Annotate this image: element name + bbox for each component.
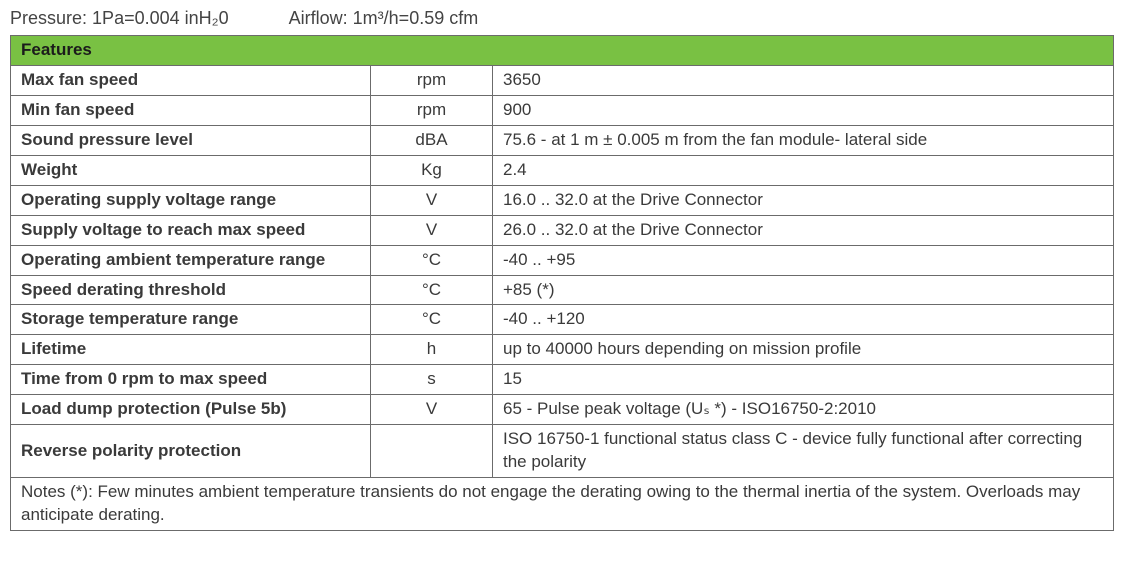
value-cell: 900 bbox=[493, 95, 1114, 125]
param-cell: Min fan speed bbox=[11, 95, 371, 125]
value-cell: 16.0 .. 32.0 at the Drive Connector bbox=[493, 185, 1114, 215]
unit-cell bbox=[371, 425, 493, 478]
table-row: Lifetimehup to 40000 hours depending on … bbox=[11, 335, 1114, 365]
table-row: Time from 0 rpm to max speeds15 bbox=[11, 365, 1114, 395]
param-cell: Storage temperature range bbox=[11, 305, 371, 335]
features-table: Features Max fan speedrpm3650Min fan spe… bbox=[10, 35, 1114, 531]
unit-cell: rpm bbox=[371, 65, 493, 95]
value-cell: ISO 16750-1 functional status class C - … bbox=[493, 425, 1114, 478]
unit-cell: °C bbox=[371, 275, 493, 305]
table-row: Max fan speedrpm3650 bbox=[11, 65, 1114, 95]
param-cell: Operating supply voltage range bbox=[11, 185, 371, 215]
value-cell: 15 bbox=[493, 365, 1114, 395]
unit-conversions: Pressure: 1Pa=0.004 inH₂0 Airflow: 1m³/h… bbox=[10, 8, 1114, 29]
value-cell: +85 (*) bbox=[493, 275, 1114, 305]
param-cell: Lifetime bbox=[11, 335, 371, 365]
param-cell: Max fan speed bbox=[11, 65, 371, 95]
features-header-row: Features bbox=[11, 36, 1114, 66]
table-row: Operating ambient temperature range°C-40… bbox=[11, 245, 1114, 275]
value-cell: 65 - Pulse peak voltage (Uₛ *) - ISO1675… bbox=[493, 395, 1114, 425]
param-cell: Reverse polarity protection bbox=[11, 425, 371, 478]
unit-cell: V bbox=[371, 185, 493, 215]
pressure-value: 1Pa=0.004 inH₂0 bbox=[92, 8, 229, 28]
unit-cell: V bbox=[371, 395, 493, 425]
value-cell: 2.4 bbox=[493, 155, 1114, 185]
param-cell: Sound pressure level bbox=[11, 125, 371, 155]
table-row: Sound pressure leveldBA75.6 - at 1 m ± 0… bbox=[11, 125, 1114, 155]
value-cell: -40 .. +95 bbox=[493, 245, 1114, 275]
param-cell: Supply voltage to reach max speed bbox=[11, 215, 371, 245]
notes-row: Notes (*): Few minutes ambient temperatu… bbox=[11, 478, 1114, 531]
value-cell: 3650 bbox=[493, 65, 1114, 95]
pressure-conversion: Pressure: 1Pa=0.004 inH₂0 bbox=[10, 8, 229, 29]
unit-cell: Kg bbox=[371, 155, 493, 185]
unit-cell: h bbox=[371, 335, 493, 365]
airflow-conversion: Airflow: 1m³/h=0.59 cfm bbox=[289, 8, 479, 29]
features-title: Features bbox=[11, 36, 1114, 66]
unit-cell: s bbox=[371, 365, 493, 395]
notes-cell: Notes (*): Few minutes ambient temperatu… bbox=[11, 478, 1114, 531]
value-cell: up to 40000 hours depending on mission p… bbox=[493, 335, 1114, 365]
table-row: Storage temperature range°C-40 .. +120 bbox=[11, 305, 1114, 335]
table-row: WeightKg2.4 bbox=[11, 155, 1114, 185]
table-row: Reverse polarity protection ISO 16750-1 f… bbox=[11, 425, 1114, 478]
table-row: Operating supply voltage rangeV16.0 .. 3… bbox=[11, 185, 1114, 215]
pressure-label: Pressure: bbox=[10, 8, 87, 28]
unit-cell: rpm bbox=[371, 95, 493, 125]
table-row: Min fan speedrpm900 bbox=[11, 95, 1114, 125]
airflow-value: 1m³/h=0.59 cfm bbox=[353, 8, 479, 28]
param-cell: Weight bbox=[11, 155, 371, 185]
airflow-label: Airflow: bbox=[289, 8, 348, 28]
unit-cell: °C bbox=[371, 245, 493, 275]
table-row: Supply voltage to reach max speedV26.0 .… bbox=[11, 215, 1114, 245]
table-row: Load dump protection (Pulse 5b)V65 - Pul… bbox=[11, 395, 1114, 425]
param-cell: Speed derating threshold bbox=[11, 275, 371, 305]
param-cell: Load dump protection (Pulse 5b) bbox=[11, 395, 371, 425]
unit-cell: dBA bbox=[371, 125, 493, 155]
value-cell: 26.0 .. 32.0 at the Drive Connector bbox=[493, 215, 1114, 245]
param-cell: Time from 0 rpm to max speed bbox=[11, 365, 371, 395]
param-cell: Operating ambient temperature range bbox=[11, 245, 371, 275]
unit-cell: V bbox=[371, 215, 493, 245]
value-cell: 75.6 - at 1 m ± 0.005 m from the fan mod… bbox=[493, 125, 1114, 155]
value-cell: -40 .. +120 bbox=[493, 305, 1114, 335]
unit-cell: °C bbox=[371, 305, 493, 335]
table-row: Speed derating threshold°C+85 (*) bbox=[11, 275, 1114, 305]
